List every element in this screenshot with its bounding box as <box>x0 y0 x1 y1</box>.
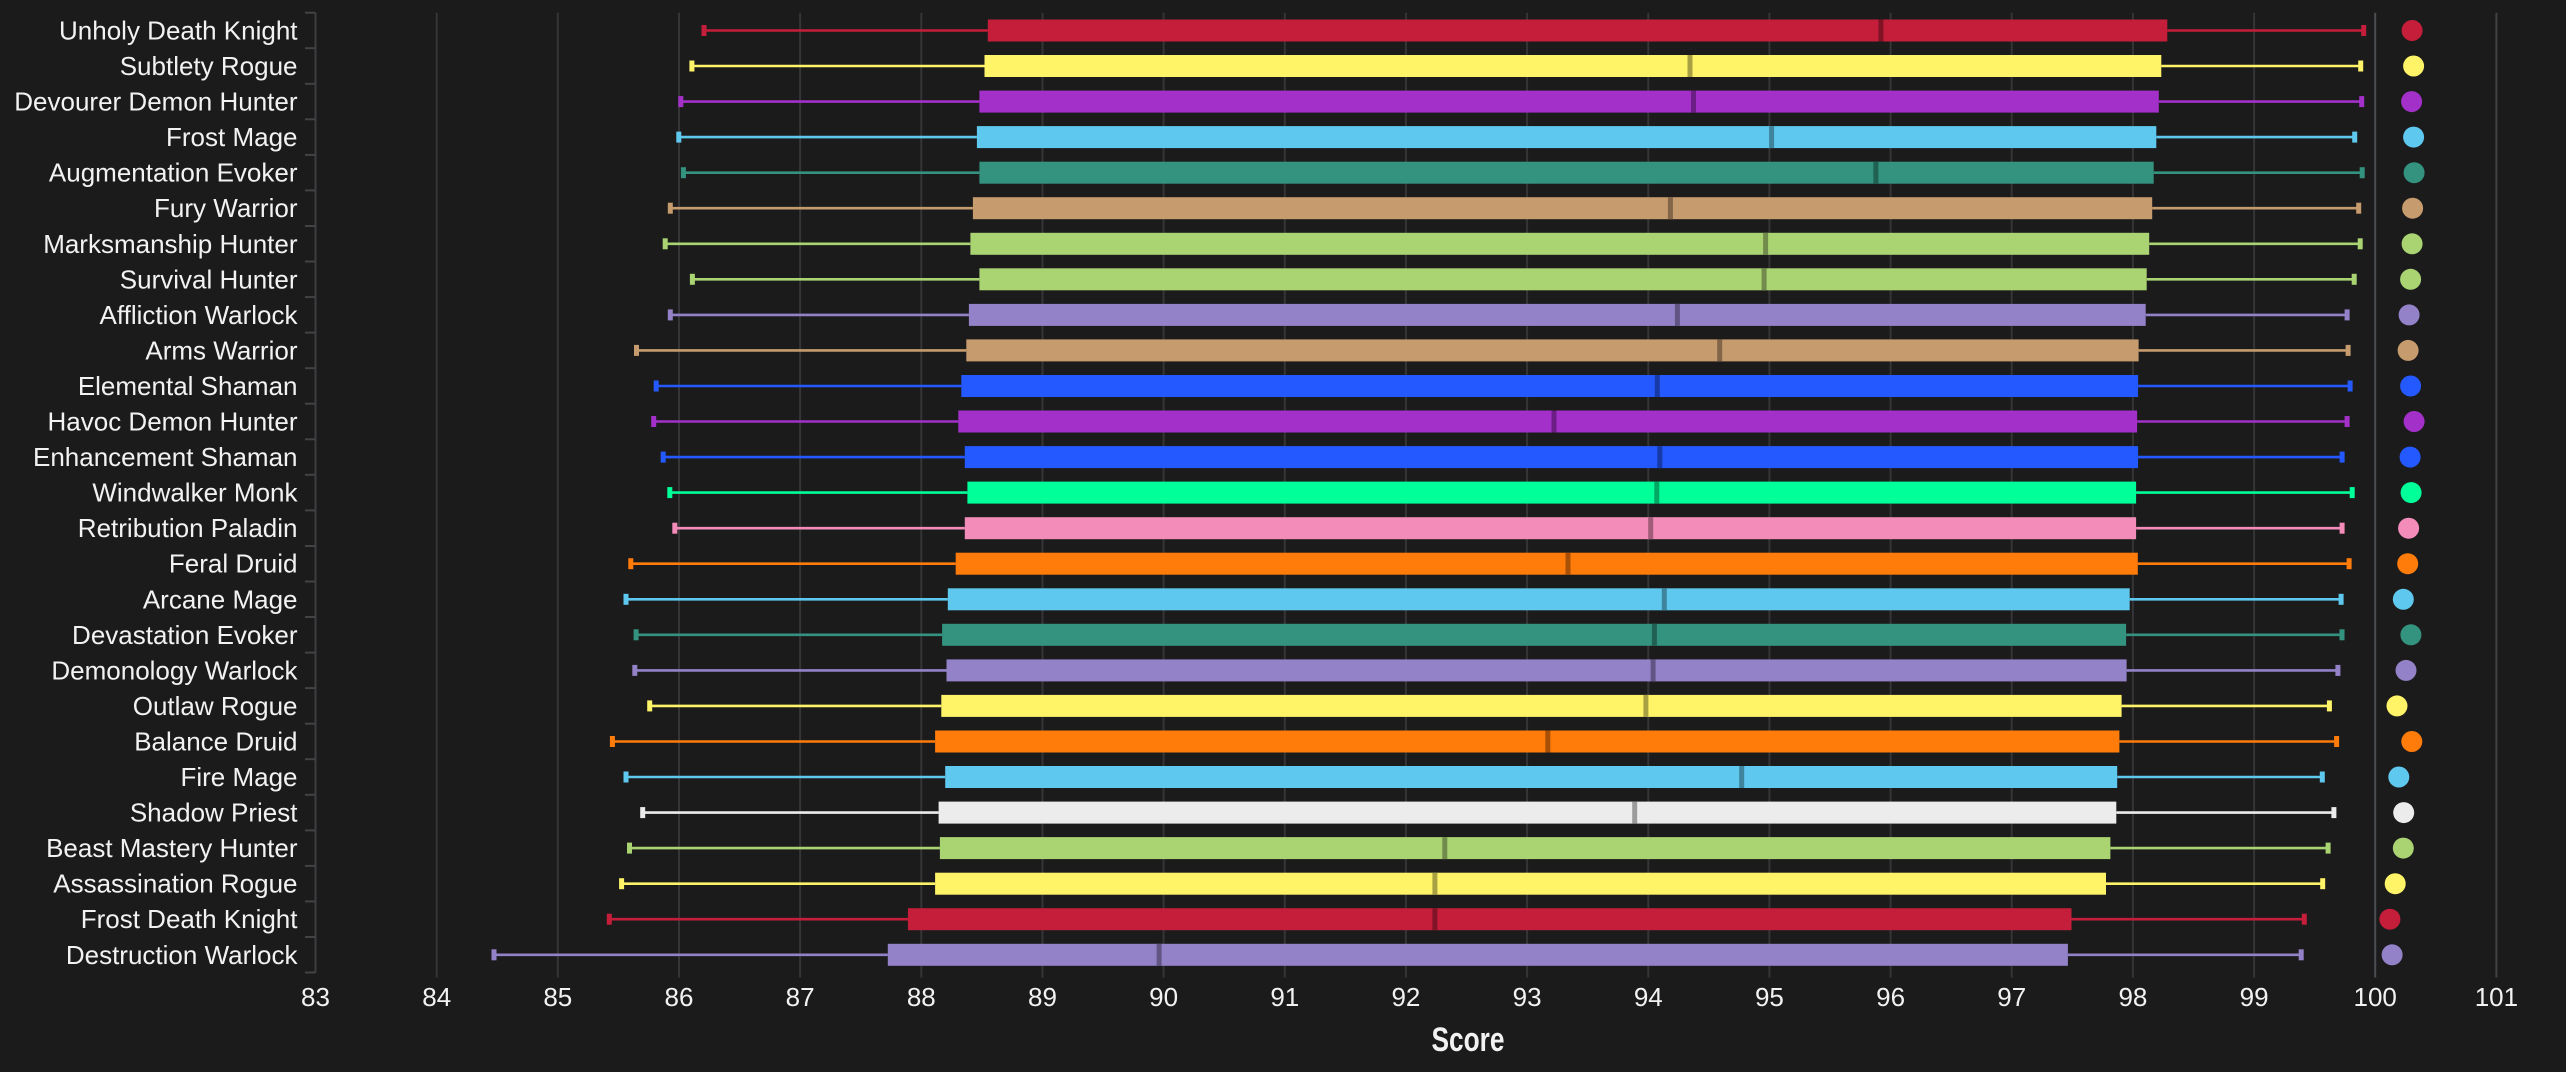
svg-text:Demonology Warlock: Demonology Warlock <box>51 655 298 685</box>
svg-text:Retribution Paladin: Retribution Paladin <box>78 513 298 543</box>
svg-text:Affliction Warlock: Affliction Warlock <box>100 300 299 330</box>
svg-text:97: 97 <box>1997 982 2026 1012</box>
svg-text:90: 90 <box>1149 982 1178 1012</box>
svg-text:Havoc Demon Hunter: Havoc Demon Hunter <box>48 407 298 437</box>
svg-text:Devourer Demon Hunter: Devourer Demon Hunter <box>14 87 298 117</box>
svg-text:Destruction Warlock: Destruction Warlock <box>66 940 299 970</box>
svg-text:Devastation Evoker: Devastation Evoker <box>72 620 298 650</box>
svg-text:Unholy Death Knight: Unholy Death Knight <box>59 16 298 46</box>
svg-text:Fury Warrior: Fury Warrior <box>154 193 298 223</box>
svg-text:95: 95 <box>1755 982 1784 1012</box>
svg-text:Enhancement Shaman: Enhancement Shaman <box>33 442 298 472</box>
svg-text:98: 98 <box>2118 982 2147 1012</box>
svg-text:96: 96 <box>1876 982 1905 1012</box>
svg-text:101: 101 <box>2475 982 2518 1012</box>
svg-text:94: 94 <box>1634 982 1663 1012</box>
svg-text:Score: Score <box>1432 1021 1505 1059</box>
svg-text:Feral Druid: Feral Druid <box>169 549 298 579</box>
svg-text:100: 100 <box>2354 982 2397 1012</box>
svg-text:Frost Death Knight: Frost Death Knight <box>81 904 299 934</box>
svg-text:Arms Warrior: Arms Warrior <box>145 335 297 365</box>
svg-text:Shadow Priest: Shadow Priest <box>130 798 298 828</box>
svg-text:92: 92 <box>1391 982 1420 1012</box>
svg-text:Balance Druid: Balance Druid <box>134 727 297 757</box>
svg-text:86: 86 <box>665 982 694 1012</box>
svg-text:Assassination Rogue: Assassination Rogue <box>53 869 297 899</box>
svg-text:Fire Mage: Fire Mage <box>180 762 297 792</box>
svg-text:Frost Mage: Frost Mage <box>166 122 298 152</box>
svg-text:93: 93 <box>1513 982 1542 1012</box>
svg-text:Windwalker Monk: Windwalker Monk <box>92 478 298 508</box>
svg-text:84: 84 <box>422 982 451 1012</box>
svg-text:Beast Mastery Hunter: Beast Mastery Hunter <box>46 833 298 863</box>
svg-text:Survival Hunter: Survival Hunter <box>120 264 298 294</box>
svg-text:85: 85 <box>543 982 572 1012</box>
svg-text:Outlaw Rogue: Outlaw Rogue <box>133 691 298 721</box>
svg-text:Arcane Mage: Arcane Mage <box>143 584 298 614</box>
svg-text:91: 91 <box>1270 982 1299 1012</box>
svg-text:99: 99 <box>2240 982 2269 1012</box>
svg-text:Subtlety Rogue: Subtlety Rogue <box>120 51 298 81</box>
svg-text:Elemental Shaman: Elemental Shaman <box>78 371 298 401</box>
svg-text:88: 88 <box>907 982 936 1012</box>
svg-text:83: 83 <box>301 982 330 1012</box>
svg-text:Marksmanship Hunter: Marksmanship Hunter <box>43 229 298 259</box>
svg-text:Augmentation Evoker: Augmentation Evoker <box>49 158 298 188</box>
svg-text:89: 89 <box>1028 982 1057 1012</box>
svg-text:87: 87 <box>786 982 815 1012</box>
